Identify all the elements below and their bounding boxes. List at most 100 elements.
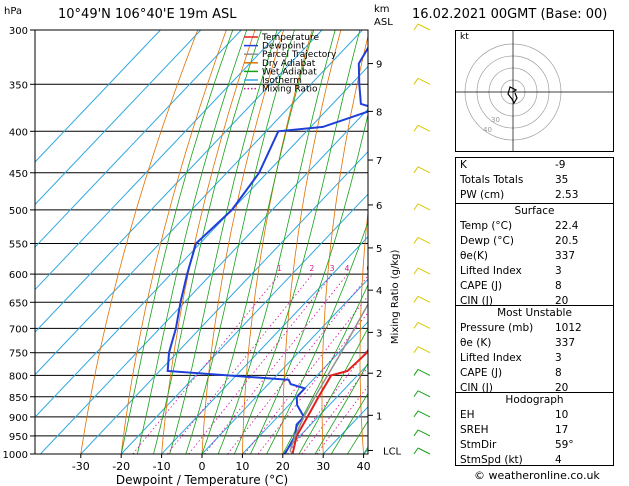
chart-grid: 1 2 3 4 6 8 10 16 20 25 — [35, 30, 456, 454]
dry-adiabat-line — [242, 30, 313, 454]
temperature-tick-label: -20 — [112, 460, 130, 473]
wind-barb — [417, 267, 431, 275]
mixing-ratio-label: 2 — [309, 264, 314, 273]
surface-row: Temp (°C) 22.4 — [460, 220, 579, 232]
isotherm-line — [40, 108, 368, 454]
pressure-tick-label: 300 — [9, 26, 28, 37]
pressure-tick-label: 400 — [9, 127, 28, 138]
series-parcel-trajectory — [289, 302, 368, 454]
wind-barb-flag — [413, 267, 419, 275]
legend-label: Parcel Trajectory — [262, 50, 337, 60]
wind-barb — [417, 447, 431, 455]
pressure-tick-label: 850 — [9, 393, 28, 404]
wind-barb-flag — [413, 429, 419, 437]
temperature-tick-label: 40 — [357, 460, 371, 473]
most-unstable-title: Most Unstable — [497, 307, 572, 319]
mixing-ratio-line — [188, 273, 334, 454]
wind-barb — [417, 203, 431, 211]
most-unstable-table: Most Unstable Pressure (mb) 1012 θe (K) 33… — [455, 305, 614, 394]
dry-adiabat-line — [282, 30, 342, 454]
wind-barb-flag — [413, 78, 419, 85]
credit-text: © weatheronline.co.uk — [474, 469, 600, 482]
pressure-tick-label: 700 — [9, 324, 28, 335]
wind-barb-flag — [413, 166, 419, 174]
surface-row: Dewp (°C) 20.5 — [460, 235, 579, 247]
wind-barb — [417, 77, 431, 85]
mixing-ratio-label: 1 — [277, 264, 282, 273]
wet-adiabat-line — [153, 30, 262, 454]
isotherm-line — [161, 236, 368, 454]
mixing-ratio-line — [132, 273, 281, 454]
hodograph-row: SREH 17 — [460, 424, 569, 436]
wind-barb-flag — [413, 322, 419, 329]
legend-label: Mixing Ratio — [262, 85, 318, 95]
wind-barb — [417, 166, 431, 174]
dry-adiabat-line — [397, 30, 427, 454]
dry-adiabat-line — [321, 34, 368, 454]
temperature-tick-label: 30 — [316, 460, 330, 473]
surface-row: CAPE (J) 8 — [460, 280, 562, 292]
location-title: 10°49'N 106°40'E 19m ASL — [58, 7, 237, 22]
km-tick-label: 5 — [376, 244, 382, 255]
isotherm-line — [35, 30, 161, 163]
isotherm-line — [242, 321, 368, 454]
wind-barb-flag — [413, 203, 419, 211]
mixing-ratio-label: 4 — [345, 264, 350, 273]
most-unstable-row: CAPE (J) 8 — [460, 367, 562, 379]
datetime-title: 16.02.2021 00GMT (Base: 00) — [412, 7, 608, 22]
pressure-tick-label: 900 — [9, 413, 28, 424]
temperature-tick-label: -10 — [153, 460, 171, 473]
dry-adiabat-line — [433, 30, 456, 454]
x-axis-title: Dewpoint / Temperature (°C) — [116, 473, 288, 486]
pressure-tick-label: 450 — [9, 169, 28, 180]
mixing-ratio-label: 3 — [330, 264, 335, 273]
dry-adiabat-line — [359, 208, 368, 454]
legend-label: Wet Adiabat — [262, 67, 317, 77]
wind-barb — [417, 295, 431, 303]
surface-row: CIN (J) 20 — [460, 295, 569, 307]
wind-barb-flag — [413, 296, 419, 303]
isotherm-line — [35, 30, 242, 248]
surface-row: θe(K) 337 — [460, 250, 576, 262]
temperature-tick-label: 20 — [276, 460, 290, 473]
km-unit-label: km — [374, 4, 390, 15]
wet-adiabat-line — [217, 30, 336, 454]
indices-table: K -9 Totals Totals 35 PW (cm) 2.53 — [455, 157, 614, 204]
km-tick-label: 7 — [376, 156, 382, 167]
wet-adiabat-line — [120, 30, 234, 454]
wet-adiabat-line — [266, 220, 368, 454]
wind-barb — [417, 321, 431, 329]
pressure-tick-label: 800 — [9, 371, 28, 382]
isotherm-line — [80, 150, 368, 454]
hodograph-table-title: Hodograph — [505, 394, 564, 406]
pressure-tick-label: 350 — [9, 80, 28, 91]
temperature-tick-label: -30 — [72, 460, 90, 473]
hodograph-ring-label: 40 — [483, 126, 492, 134]
wet-adiabat-line — [201, 30, 315, 454]
surface-title: Surface — [514, 205, 555, 217]
wet-adiabat-line — [314, 362, 368, 454]
pressure-tick-label: 550 — [9, 239, 28, 250]
dry-adiabat-line — [161, 30, 256, 454]
km-tick-label: 9 — [376, 60, 382, 71]
wind-barb-flag — [413, 369, 419, 376]
mixing-ratio-axis-title: Mixing Ratio (g/kg) — [390, 249, 401, 344]
lcl-label: LCL — [383, 446, 402, 457]
pressure-tick-label: 650 — [9, 298, 28, 309]
mixing-ratio-label: 8 — [382, 264, 387, 273]
isotherm-line — [35, 30, 323, 333]
wind-barb — [417, 429, 431, 437]
km-tick-label: 4 — [376, 286, 382, 297]
legend-label: Dewpoint — [262, 42, 305, 52]
legend-label: Isotherm — [262, 76, 302, 86]
hodograph-row: EH 10 — [460, 409, 569, 421]
wind-barb — [417, 410, 431, 418]
wind-barb — [417, 346, 431, 354]
index-row: Totals Totals 35 — [460, 174, 569, 186]
isotherm-line — [201, 278, 368, 454]
dry-adiabat-line — [201, 30, 284, 454]
temperature-tick-label: 0 — [199, 460, 206, 473]
surface-table: Surface Temp (°C) 22.4 Dewp (°C) 20.5 θe(K… — [455, 203, 614, 307]
